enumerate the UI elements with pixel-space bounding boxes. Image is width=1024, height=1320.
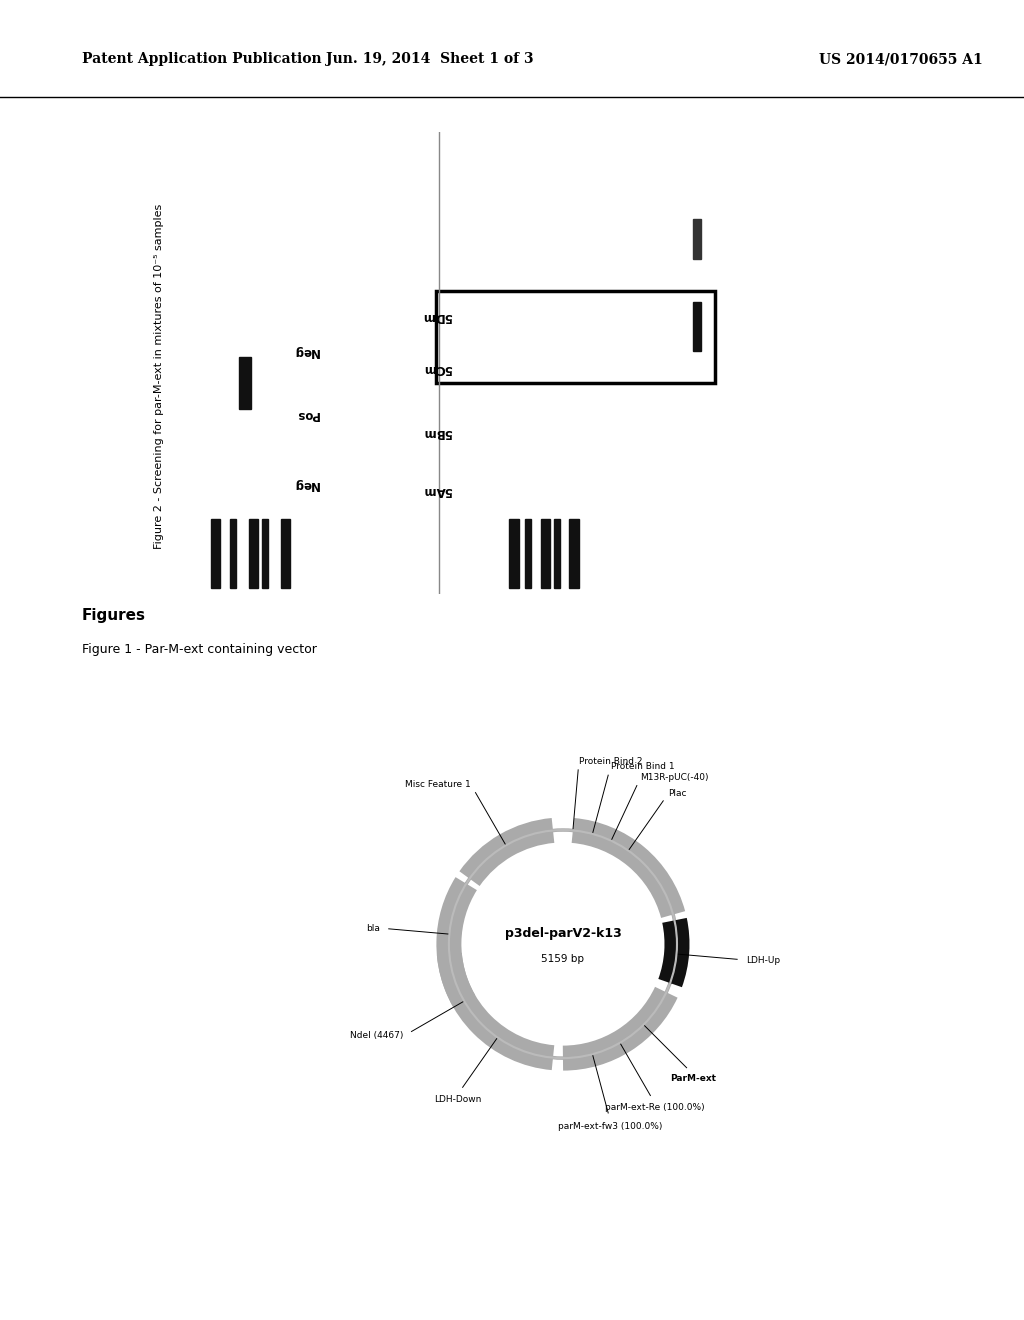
Text: LDH-Down: LDH-Down	[434, 1094, 481, 1104]
Circle shape	[449, 830, 677, 1059]
Text: US 2014/0170655 A1: US 2014/0170655 A1	[819, 53, 983, 66]
Bar	[509, 519, 518, 589]
Text: 5Dm: 5Dm	[422, 310, 452, 323]
Text: parM-ext-Re (100.0%): parM-ext-Re (100.0%)	[605, 1104, 705, 1113]
Bar	[693, 302, 700, 351]
Bar	[249, 519, 258, 589]
Text: Neg: Neg	[292, 478, 318, 491]
Text: Figures: Figures	[82, 609, 146, 623]
Text: Misc Feature 1: Misc Feature 1	[406, 780, 471, 789]
Text: LDH-Up: LDH-Up	[746, 956, 780, 965]
Bar	[211, 519, 220, 589]
Bar	[569, 519, 579, 589]
Text: M13R-pUC(-40): M13R-pUC(-40)	[641, 774, 709, 781]
Text: 5159 bp: 5159 bp	[542, 954, 585, 965]
Text: Protein Bind 2: Protein Bind 2	[579, 756, 642, 766]
Text: 5Am: 5Am	[423, 483, 452, 496]
Bar	[554, 519, 560, 589]
Text: Neg: Neg	[292, 345, 318, 358]
Bar	[541, 519, 551, 589]
Bar	[525, 519, 531, 589]
Bar	[693, 219, 700, 259]
Text: Protein Bind 1: Protein Bind 1	[610, 762, 674, 771]
Text: p3del-parV2-k13: p3del-parV2-k13	[505, 928, 622, 940]
Bar	[240, 358, 251, 409]
Text: Patent Application Publication: Patent Application Publication	[82, 53, 322, 66]
Text: parM-ext-fw3 (100.0%): parM-ext-fw3 (100.0%)	[558, 1122, 663, 1130]
Text: NdeI (4467): NdeI (4467)	[350, 1031, 403, 1040]
Text: ParM-ext: ParM-ext	[670, 1074, 716, 1082]
Text: 5Cm: 5Cm	[423, 362, 452, 375]
Text: Pos: Pos	[295, 408, 318, 421]
Text: Plac: Plac	[669, 789, 687, 799]
Text: Figure 1 - Par-M-ext containing vector: Figure 1 - Par-M-ext containing vector	[82, 643, 316, 656]
Bar	[229, 519, 237, 589]
Text: Jun. 19, 2014  Sheet 1 of 3: Jun. 19, 2014 Sheet 1 of 3	[327, 53, 534, 66]
Text: Figure 2 - Screening for par-M-ext in mixtures of 10⁻⁵ samples: Figure 2 - Screening for par-M-ext in mi…	[154, 203, 164, 549]
Text: 5Bm: 5Bm	[423, 426, 452, 438]
Text: bla: bla	[366, 924, 380, 932]
Bar	[281, 519, 290, 589]
Bar	[261, 519, 268, 589]
